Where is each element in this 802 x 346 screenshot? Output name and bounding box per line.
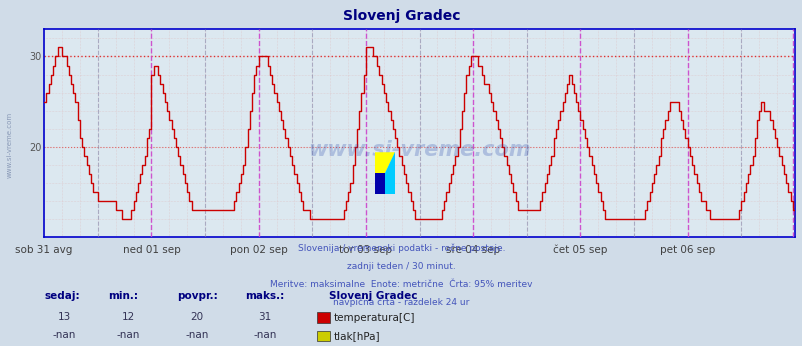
Text: -nan: -nan (52, 330, 76, 340)
Text: Slovenija / vremenski podatki - ročne postaje.: Slovenija / vremenski podatki - ročne po… (298, 244, 504, 253)
Text: navpična črta - razdelek 24 ur: navpična črta - razdelek 24 ur (333, 298, 469, 307)
Text: sedaj:: sedaj: (44, 291, 79, 301)
Text: Slovenj Gradec: Slovenj Gradec (342, 9, 460, 22)
Text: www.si-vreme.com: www.si-vreme.com (308, 140, 530, 160)
Text: 20: 20 (190, 312, 203, 322)
Text: tlak[hPa]: tlak[hPa] (333, 331, 379, 341)
Text: Meritve: maksimalne  Enote: metrične  Črta: 95% meritev: Meritve: maksimalne Enote: metrične Črta… (270, 280, 532, 289)
Polygon shape (375, 152, 395, 194)
Text: zadnji teden / 30 minut.: zadnji teden / 30 minut. (346, 262, 456, 271)
Text: temperatura[C]: temperatura[C] (333, 313, 414, 323)
Text: 13: 13 (58, 312, 71, 322)
Text: -nan: -nan (253, 330, 277, 340)
Text: 31: 31 (258, 312, 271, 322)
Text: maks.:: maks.: (245, 291, 284, 301)
Text: -nan: -nan (184, 330, 209, 340)
Polygon shape (375, 152, 395, 194)
Polygon shape (375, 173, 385, 194)
Text: povpr.:: povpr.: (176, 291, 217, 301)
Text: 12: 12 (122, 312, 135, 322)
Text: www.si-vreme.com: www.si-vreme.com (6, 112, 12, 179)
Text: Slovenj Gradec: Slovenj Gradec (329, 291, 417, 301)
Text: min.:: min.: (108, 291, 138, 301)
Text: -nan: -nan (116, 330, 140, 340)
